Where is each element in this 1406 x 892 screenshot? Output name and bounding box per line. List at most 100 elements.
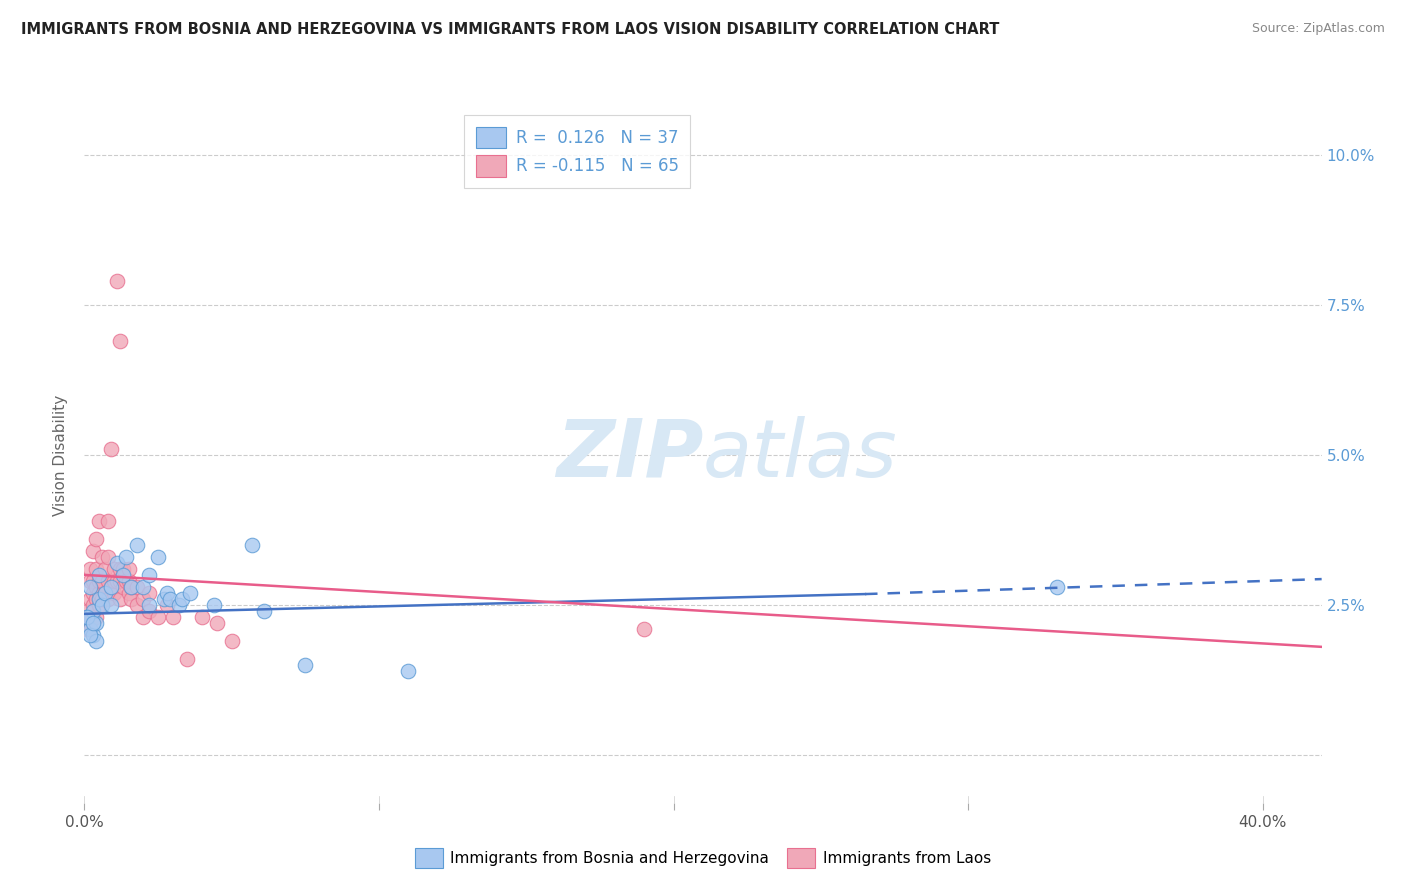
Point: [94, 586, 117, 600]
Text: atlas: atlas: [703, 416, 898, 494]
Point: [76, 610, 98, 624]
Point: [103, 562, 125, 576]
Point: [179, 586, 201, 600]
Y-axis label: Vision Disability: Vision Disability: [53, 394, 69, 516]
Point: [76, 610, 98, 624]
Point: [138, 586, 160, 600]
Point: [146, 610, 169, 624]
Legend: R =  0.126   N = 37, R = -0.115   N = 65: R = 0.126 N = 37, R = -0.115 N = 65: [464, 115, 690, 188]
Point: [84, 615, 107, 630]
Point: [202, 598, 225, 612]
Point: [105, 574, 128, 588]
Point: [79, 622, 101, 636]
Point: [84, 562, 107, 576]
Point: [114, 574, 136, 588]
Point: [138, 604, 160, 618]
Point: [97, 549, 120, 564]
Point: [84, 591, 107, 606]
Point: [79, 615, 101, 630]
Point: [117, 586, 139, 600]
Point: [132, 580, 155, 594]
Point: [82, 615, 104, 630]
Point: [105, 556, 128, 570]
Point: [97, 591, 120, 606]
Point: [76, 610, 98, 624]
Point: [221, 633, 243, 648]
Point: [127, 598, 149, 612]
Point: [87, 567, 110, 582]
Point: [127, 538, 149, 552]
Point: [114, 549, 136, 564]
Point: [105, 274, 128, 288]
Point: [79, 591, 101, 606]
Point: [82, 628, 104, 642]
Point: [97, 574, 120, 588]
Point: [87, 514, 110, 528]
Point: [121, 591, 143, 606]
Point: [91, 598, 114, 612]
Point: [111, 580, 134, 594]
Point: [82, 586, 104, 600]
Point: [170, 591, 193, 606]
Point: [156, 586, 179, 600]
Point: [156, 598, 179, 612]
Point: [79, 628, 101, 642]
Point: [132, 591, 155, 606]
Point: [79, 574, 101, 588]
Point: [79, 622, 101, 636]
Point: [111, 562, 134, 576]
Point: [146, 549, 169, 564]
Point: [100, 580, 122, 594]
Point: [87, 598, 110, 612]
Point: [97, 514, 120, 528]
Point: [167, 598, 190, 612]
Point: [84, 633, 107, 648]
Point: [91, 591, 114, 606]
Point: [117, 562, 139, 576]
Point: [76, 604, 98, 618]
Point: [108, 562, 131, 576]
Point: [79, 580, 101, 594]
Point: [191, 610, 214, 624]
Point: [79, 562, 101, 576]
Point: [103, 586, 125, 600]
Point: [132, 610, 155, 624]
Point: [87, 591, 110, 606]
Point: [138, 567, 160, 582]
Text: Source: ZipAtlas.com: Source: ZipAtlas.com: [1251, 22, 1385, 36]
Point: [162, 610, 184, 624]
Point: [87, 586, 110, 600]
Point: [633, 622, 655, 636]
Point: [82, 574, 104, 588]
Point: [84, 580, 107, 594]
Point: [91, 549, 114, 564]
Point: [87, 574, 110, 588]
Point: [240, 538, 263, 552]
Legend: Immigrants from Bosnia and Herzegovina, Immigrants from Laos: Immigrants from Bosnia and Herzegovina, …: [408, 840, 998, 875]
Point: [121, 580, 143, 594]
Point: [76, 622, 98, 636]
Point: [91, 574, 114, 588]
Point: [253, 604, 276, 618]
Point: [84, 532, 107, 546]
Point: [205, 615, 228, 630]
Point: [100, 442, 122, 456]
Point: [121, 580, 143, 594]
Point: [103, 574, 125, 588]
Point: [100, 580, 122, 594]
Point: [159, 591, 181, 606]
Point: [176, 652, 198, 666]
Point: [82, 610, 104, 624]
Text: IMMIGRANTS FROM BOSNIA AND HERZEGOVINA VS IMMIGRANTS FROM LAOS VISION DISABILITY: IMMIGRANTS FROM BOSNIA AND HERZEGOVINA V…: [21, 22, 1000, 37]
Point: [108, 574, 131, 588]
Point: [138, 598, 160, 612]
Point: [294, 657, 316, 672]
Point: [117, 574, 139, 588]
Text: ZIP: ZIP: [555, 416, 703, 494]
Point: [100, 598, 122, 612]
Point: [153, 591, 176, 606]
Point: [79, 610, 101, 624]
Point: [82, 544, 104, 558]
Point: [127, 580, 149, 594]
Point: [82, 604, 104, 618]
